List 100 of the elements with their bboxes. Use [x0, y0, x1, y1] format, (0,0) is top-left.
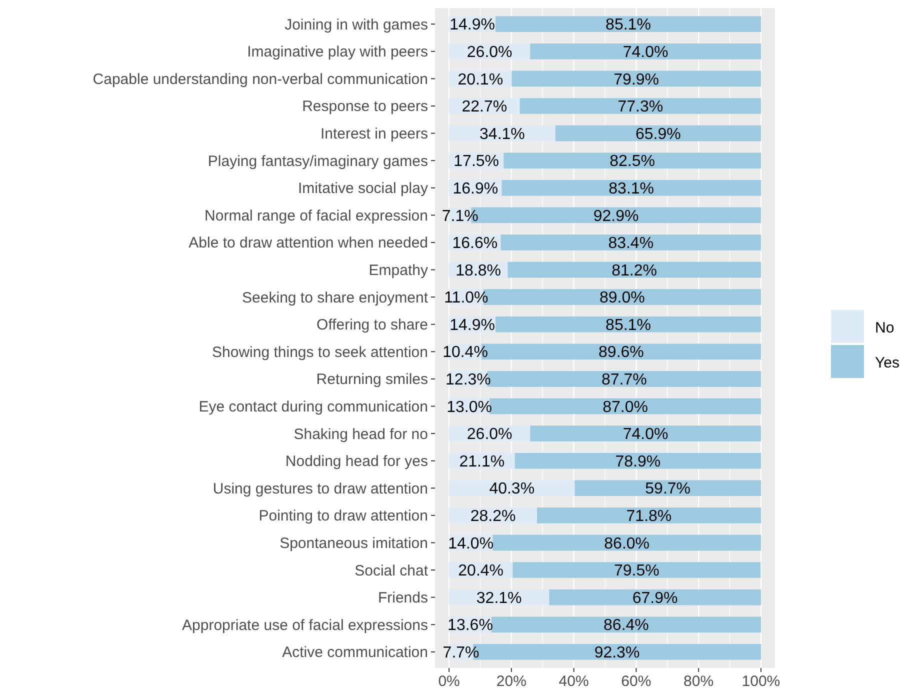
data-label: 32.1% [476, 590, 522, 607]
bar [492, 534, 761, 551]
data-label: 21.1% [459, 453, 505, 470]
y-tick-label: Able to draw attention when needed [188, 234, 428, 252]
data-label: 11.0% [444, 290, 488, 307]
bar [496, 316, 761, 332]
x-tick-label: 20% [496, 673, 526, 690]
data-label: 86.0% [604, 535, 650, 552]
data-label: 59.7% [645, 480, 691, 498]
data-label: 79.5% [614, 562, 660, 580]
data-label: 65.9% [635, 126, 681, 143]
y-tick-label: Showing things to seek attention [212, 344, 428, 361]
data-label: 78.9% [615, 453, 661, 470]
y-tick-label: Response to peers [302, 98, 428, 116]
data-label: 22.7% [462, 98, 508, 116]
bar [530, 426, 761, 442]
data-label: 10.4% [442, 344, 488, 362]
y-tick-label: Spontaneous imitation [280, 534, 428, 552]
data-label: 87.7% [601, 372, 647, 389]
data-label: 82.5% [610, 153, 655, 170]
data-label: 28.2% [470, 508, 516, 526]
y-tick-label: Imaginative play with peers [247, 44, 428, 61]
data-label: 26.0% [466, 426, 512, 444]
data-label: 71.8% [626, 508, 672, 526]
y-tick-label: Seeking to share enjoyment [242, 289, 429, 306]
data-label: 89.6% [598, 344, 644, 362]
y-tick-label: Active communication [282, 644, 428, 662]
bar [514, 452, 761, 469]
bar [530, 43, 761, 60]
y-tick-label: Joining in with games [284, 16, 428, 34]
bar [574, 480, 761, 496]
legend-label: Yes [875, 354, 900, 372]
bar [512, 70, 761, 87]
bar [508, 262, 761, 278]
data-label: 34.1% [480, 126, 525, 143]
bar [490, 398, 761, 414]
data-label: 7.7% [442, 644, 480, 662]
bar [496, 16, 761, 32]
data-label: 13.6% [448, 617, 493, 634]
bar [449, 480, 575, 496]
x-tick-label: 60% [621, 673, 652, 690]
data-label: 85.1% [606, 16, 651, 34]
data-label: 79.9% [614, 71, 660, 88]
bar [504, 152, 761, 168]
y-tick-label: Playing fantasy/imaginary games [208, 152, 428, 170]
y-tick-label: Interest in peers [320, 126, 428, 143]
bar [520, 98, 761, 114]
data-label: 92.9% [593, 208, 639, 225]
bar [502, 180, 761, 196]
x-tick-label: 80% [684, 673, 714, 690]
bar [549, 589, 761, 606]
bar [491, 616, 761, 633]
legend-label: No [875, 319, 894, 336]
data-label: 85.1% [606, 316, 651, 334]
data-label: 83.1% [608, 180, 654, 198]
y-tick-label: Using gestures to draw attention [212, 480, 428, 498]
data-label: 20.1% [458, 71, 504, 88]
data-label: 87.0% [602, 398, 648, 416]
x-tick-label: 0% [438, 673, 460, 690]
y-tick-label: Social chat [354, 562, 429, 580]
data-label: 16.9% [452, 180, 498, 198]
data-label: 17.5% [454, 153, 500, 170]
y-tick-label: Shaking head for no [294, 426, 428, 443]
data-label: 92.3% [594, 644, 640, 662]
data-label: 20.4% [458, 562, 504, 580]
x-tick-label: 100% [742, 673, 780, 690]
data-label: 89.0% [599, 290, 645, 307]
data-label: 13.0% [446, 398, 492, 416]
data-label: 74.0% [622, 44, 668, 61]
bar [500, 234, 761, 250]
data-label: 81.2% [612, 262, 658, 280]
y-tick-label: Imitative social play [298, 180, 428, 198]
data-label: 40.3% [489, 480, 535, 498]
data-label: 18.8% [456, 262, 502, 280]
data-label: 67.9% [632, 590, 678, 607]
data-label: 14.9% [450, 16, 495, 34]
y-tick-label: Appropriate use of facial expressions [182, 616, 428, 634]
y-tick-label: Offering to share [316, 316, 428, 334]
y-tick-label: Nodding head for yes [285, 453, 428, 470]
data-label: 86.4% [604, 617, 649, 634]
y-tick-label: Eye contact during communication [198, 398, 428, 416]
y-tick-label: Friends [378, 590, 428, 607]
data-label: 16.6% [452, 235, 498, 252]
bar [555, 125, 761, 142]
y-tick-label: Returning smiles [316, 371, 428, 388]
data-label: 77.3% [618, 98, 664, 116]
data-label: 14.0% [448, 535, 494, 552]
data-label: 74.0% [622, 426, 668, 444]
data-label: 12.3% [446, 372, 491, 389]
y-tick-label: Capable understanding non-verbal communication [92, 70, 428, 88]
bar [537, 508, 761, 524]
y-tick-label: Normal range of facial expression [204, 207, 428, 224]
bar [512, 562, 761, 578]
data-label: 26.0% [466, 44, 512, 61]
data-label: 7.1% [442, 208, 478, 225]
y-tick-label: Pointing to draw attention [258, 508, 428, 525]
x-tick-label: 40% [558, 673, 589, 690]
y-tick-label: Empathy [368, 262, 428, 280]
data-label: 14.9% [450, 316, 495, 334]
data-label: 83.4% [608, 235, 654, 252]
